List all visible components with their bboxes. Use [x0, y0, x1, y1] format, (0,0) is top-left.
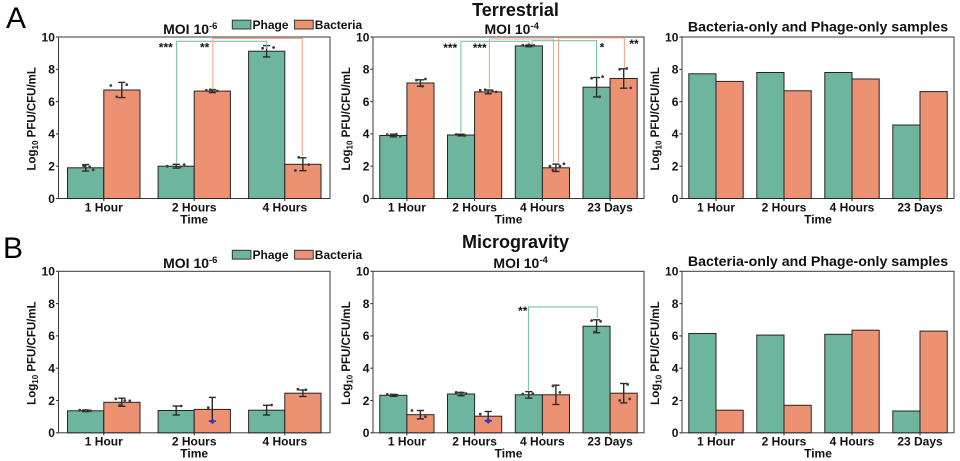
svg-text:Log10 PFU/CFU/mL: Log10 PFU/CFU/mL	[341, 67, 354, 170]
svg-text:4 Hours: 4 Hours	[262, 435, 307, 449]
svg-text:**: **	[518, 304, 528, 318]
svg-text:8: 8	[672, 63, 679, 77]
svg-text:2: 2	[363, 160, 370, 174]
svg-text:MOI 10-6: MOI 10-6	[163, 21, 217, 37]
svg-text:8: 8	[363, 297, 370, 311]
svg-text:Microgravity: Microgravity	[462, 232, 569, 252]
svg-text:4: 4	[363, 127, 370, 141]
svg-text:4 Hours: 4 Hours	[830, 435, 875, 449]
svg-text:1 Hour: 1 Hour	[697, 200, 735, 214]
svg-text:6: 6	[672, 329, 679, 343]
svg-text:A: A	[6, 2, 26, 35]
svg-text:2 Hours: 2 Hours	[452, 435, 497, 449]
svg-text:0: 0	[48, 192, 55, 206]
svg-text:10: 10	[356, 265, 370, 279]
svg-text:Bacteria: Bacteria	[315, 248, 363, 262]
svg-text:2: 2	[48, 394, 55, 408]
svg-text:Phage: Phage	[253, 248, 289, 262]
svg-text:8: 8	[672, 297, 679, 311]
svg-text:Log10 PFU/CFU/mL: Log10 PFU/CFU/mL	[27, 67, 40, 170]
svg-text:Log10 PFU/CFU/mL: Log10 PFU/CFU/mL	[650, 67, 663, 170]
svg-text:4: 4	[48, 127, 55, 141]
svg-text:Phage: Phage	[253, 18, 289, 32]
svg-text:6: 6	[672, 95, 679, 109]
svg-text:Log10 PFU/CFU/mL: Log10 PFU/CFU/mL	[341, 301, 354, 404]
svg-text:4 Hours: 4 Hours	[520, 435, 565, 449]
svg-text:8: 8	[48, 297, 55, 311]
svg-text:B: B	[3, 232, 23, 265]
svg-text:1 Hour: 1 Hour	[388, 435, 426, 449]
svg-text:6: 6	[48, 95, 55, 109]
svg-text:1 Hour: 1 Hour	[85, 200, 123, 214]
svg-text:2: 2	[672, 160, 679, 174]
svg-text:**: **	[200, 41, 210, 55]
svg-text:2: 2	[48, 160, 55, 174]
svg-text:Bacteria: Bacteria	[315, 18, 363, 32]
svg-text:0: 0	[672, 426, 679, 440]
svg-text:4 Hours: 4 Hours	[830, 200, 875, 214]
svg-text:0: 0	[363, 192, 370, 206]
svg-text:Log10 PFU/CFU/mL: Log10 PFU/CFU/mL	[650, 301, 663, 404]
svg-text:MOI 10-4: MOI 10-4	[493, 255, 548, 271]
svg-text:Bacteria-only and Phage-only s: Bacteria-only and Phage-only samples	[688, 20, 948, 36]
svg-text:10: 10	[665, 30, 679, 44]
svg-text:6: 6	[48, 329, 55, 343]
svg-text:*: *	[600, 41, 605, 55]
svg-text:2 Hours: 2 Hours	[172, 435, 217, 449]
svg-text:***: ***	[473, 41, 487, 55]
svg-text:1 Hour: 1 Hour	[388, 200, 426, 214]
svg-text:1 Hour: 1 Hour	[85, 435, 123, 449]
svg-text:2: 2	[672, 394, 679, 408]
svg-text:Log10 PFU/CFU/mL: Log10 PFU/CFU/mL	[27, 301, 40, 404]
svg-text:MOI 10-4: MOI 10-4	[485, 21, 540, 37]
svg-text:23 Days: 23 Days	[587, 435, 633, 449]
svg-text:**: **	[629, 37, 639, 51]
svg-text:8: 8	[363, 63, 370, 77]
svg-text:MOI 10-6: MOI 10-6	[163, 255, 217, 271]
svg-text:***: ***	[443, 41, 457, 55]
svg-text:Time: Time	[804, 212, 832, 226]
svg-text:4: 4	[363, 362, 370, 376]
svg-text:2 Hours: 2 Hours	[452, 200, 497, 214]
svg-text:4: 4	[672, 362, 679, 376]
svg-text:2 Hours: 2 Hours	[762, 200, 807, 214]
svg-text:0: 0	[363, 426, 370, 440]
svg-text:8: 8	[48, 63, 55, 77]
svg-text:1 Hour: 1 Hour	[697, 435, 735, 449]
svg-text:23 Days: 23 Days	[897, 200, 943, 214]
svg-text:2 Hours: 2 Hours	[172, 200, 217, 214]
svg-text:2: 2	[363, 394, 370, 408]
svg-text:0: 0	[48, 426, 55, 440]
svg-text:10: 10	[356, 30, 370, 44]
svg-text:Terrestrial: Terrestrial	[472, 0, 559, 20]
svg-text:4 Hours: 4 Hours	[262, 200, 307, 214]
svg-text:Bacteria-only and Phage-only s: Bacteria-only and Phage-only samples	[688, 254, 948, 270]
svg-text:4 Hours: 4 Hours	[520, 200, 565, 214]
svg-text:10: 10	[42, 30, 56, 44]
svg-text:Time: Time	[804, 447, 832, 461]
svg-text:4: 4	[48, 362, 55, 376]
svg-text:10: 10	[665, 265, 679, 279]
svg-text:10: 10	[42, 265, 56, 279]
svg-text:Time: Time	[180, 212, 208, 226]
svg-text:2 Hours: 2 Hours	[762, 435, 807, 449]
svg-text:Time: Time	[495, 447, 523, 461]
svg-text:4: 4	[672, 127, 679, 141]
svg-text:Time: Time	[180, 447, 208, 461]
svg-text:6: 6	[363, 95, 370, 109]
svg-text:6: 6	[363, 329, 370, 343]
svg-text:0: 0	[672, 192, 679, 206]
svg-text:23 Days: 23 Days	[897, 435, 943, 449]
svg-text:***: ***	[159, 41, 173, 55]
svg-text:23 Days: 23 Days	[587, 200, 633, 214]
svg-text:Time: Time	[495, 212, 523, 226]
